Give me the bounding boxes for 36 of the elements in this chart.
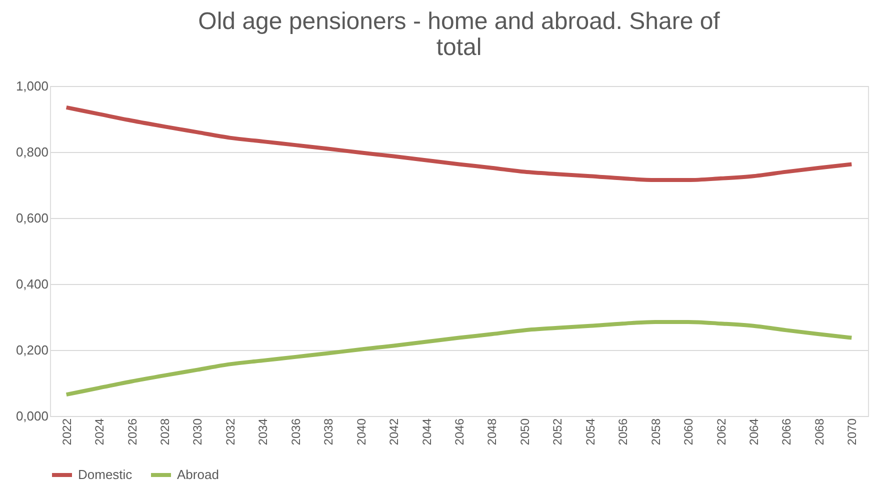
x-tick-label: 2022 (60, 418, 74, 446)
y-tick-label: 0,000 (16, 408, 48, 424)
chart-title: Old age pensioners - home and abroad. Share of total (198, 8, 720, 61)
x-tick-label: 2024 (92, 418, 107, 446)
y-tick-label: 0,600 (16, 210, 48, 226)
x-tick-label: 2040 (354, 418, 368, 446)
x-tick-label: 2070 (845, 418, 860, 446)
x-tick-label: 2048 (485, 418, 500, 446)
x-tick-label: 2034 (256, 418, 270, 446)
x-tick-label: 2044 (420, 418, 434, 446)
x-tick-label: 2062 (714, 418, 728, 446)
x-tick-label: 2032 (223, 418, 238, 446)
x-tick-label: 2026 (125, 418, 140, 446)
x-tick-label: 2052 (550, 418, 565, 446)
y-tick-label: 0,400 (16, 276, 48, 292)
x-tick-label: 2028 (158, 418, 172, 446)
legend-label: Abroad (177, 467, 219, 482)
legend-label: Domestic (78, 467, 133, 482)
x-tick-label: 2042 (387, 418, 402, 446)
y-tick-label: 1,000 (16, 78, 48, 94)
y-tick-label: 0,200 (16, 342, 48, 358)
x-tick-label: 2066 (780, 418, 794, 446)
x-tick-label: 2064 (746, 418, 761, 446)
x-tick-label: 2054 (583, 418, 598, 446)
line-series (64, 105, 854, 182)
x-tick-label: 2046 (452, 418, 466, 446)
x-tick-label: 2050 (518, 418, 532, 446)
x-tick-label: 2068 (812, 418, 826, 446)
x-tick-label: 2056 (616, 418, 630, 446)
y-tick-label: 0,800 (16, 144, 48, 160)
x-tick-label: 2030 (190, 418, 205, 446)
line-series (64, 320, 854, 397)
x-tick-label: 2058 (648, 418, 663, 446)
x-tick-label: 2060 (682, 418, 696, 446)
x-tick-label: 2038 (322, 418, 336, 446)
x-tick-label: 2036 (288, 418, 303, 446)
